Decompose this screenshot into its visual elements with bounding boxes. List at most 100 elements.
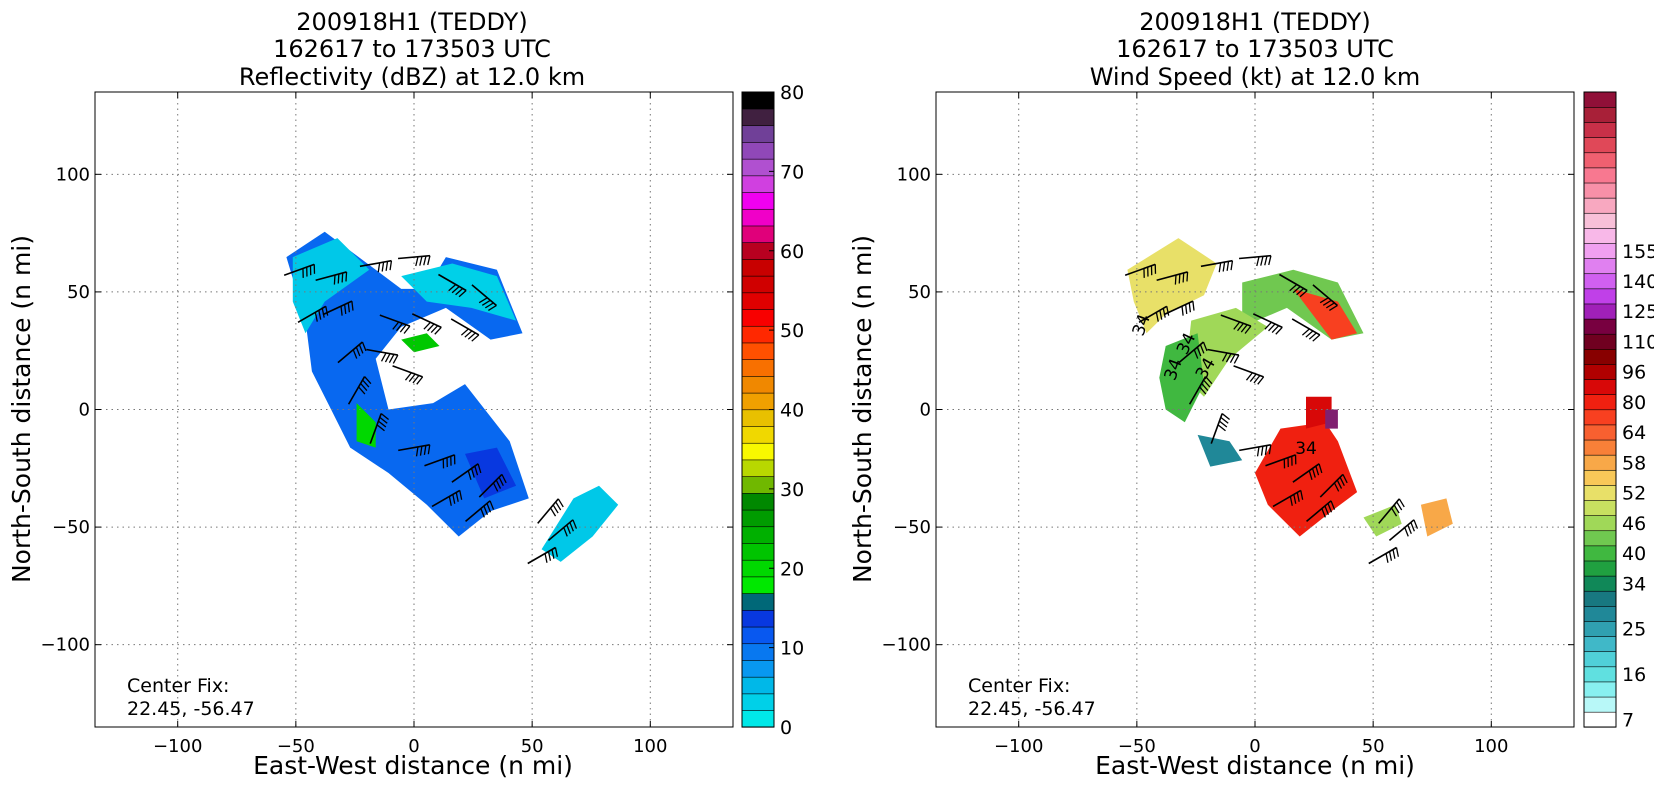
colorbar-tick-label: 46 — [1622, 513, 1646, 535]
wind-barb — [1163, 300, 1195, 316]
wind-barb-feather — [550, 507, 557, 517]
field-region — [541, 485, 619, 562]
wind-barb-feather — [306, 267, 308, 277]
field-region — [1127, 238, 1217, 334]
x-tick-label: −50 — [1118, 736, 1156, 757]
wind-barb-feather — [1159, 310, 1163, 320]
wind-barb-feather — [427, 323, 435, 332]
wind-barb-feather — [452, 494, 456, 504]
wind-barb-feather — [1245, 372, 1253, 381]
wind-barb — [424, 454, 456, 469]
y-tick-label: 0 — [79, 400, 90, 421]
x-axis-label: East-West distance (n mi) — [1095, 751, 1415, 780]
wind-barb-feather — [480, 508, 485, 518]
colorbar-swatch — [741, 392, 775, 411]
wind-barb-feather — [381, 262, 385, 272]
wind-barb-feather — [434, 326, 442, 335]
wind-barb-feather — [448, 496, 452, 506]
wind-barb-staff — [450, 318, 480, 336]
colorbar-swatch — [741, 258, 775, 277]
x-axis-label: East-West distance (n mi) — [253, 751, 573, 780]
wind-barb-feather — [1186, 271, 1189, 282]
colorbar-swatch — [1583, 333, 1617, 350]
colorbar-swatch — [1583, 454, 1617, 471]
x-tick-label: −100 — [153, 736, 202, 757]
wind-barb-feather — [352, 349, 358, 359]
wind-barb — [359, 259, 393, 273]
colorbar-swatch — [741, 359, 775, 377]
y-tick-label: 0 — [920, 400, 931, 421]
wind-barb-staff — [1220, 314, 1252, 327]
wind-barb — [392, 365, 424, 385]
wind-barb-feather — [392, 321, 400, 330]
colorbar-swatch — [741, 659, 775, 678]
wind-barb-feather — [446, 457, 448, 468]
wind-barb-feather — [380, 413, 390, 420]
wind-barb-feather — [345, 271, 348, 282]
colorbar-swatch — [741, 225, 775, 243]
wind-barb-staff — [1252, 313, 1283, 329]
wind-barb-feather — [423, 255, 427, 266]
wind-barb-feather — [1333, 482, 1340, 492]
colorbar-tick-label: 155 — [1622, 241, 1654, 263]
wind-barb-feather — [1294, 454, 1297, 465]
wind-barb-feather — [1221, 352, 1228, 362]
wind-barb-feather — [1342, 474, 1348, 484]
wind-barb-feather — [1225, 353, 1232, 363]
colorbar-swatch — [1583, 152, 1617, 169]
colorbar-swatch — [1583, 560, 1617, 577]
wind-barb-feather — [1396, 501, 1403, 511]
wind-barb-feather — [1260, 256, 1264, 266]
wind-barb-feather — [1315, 465, 1320, 476]
wind-barb-staff — [347, 376, 366, 405]
wind-barb — [379, 314, 411, 334]
x-tick-label: 100 — [633, 736, 667, 757]
wind-barb — [397, 254, 431, 267]
wind-barb-feather — [1221, 413, 1231, 420]
colorbar-tick-label: 40 — [1622, 543, 1646, 565]
wind-barb — [465, 500, 495, 522]
wind-barb-feather — [1260, 446, 1264, 456]
wind-barb-feather — [1311, 468, 1316, 478]
wind-barb — [1306, 500, 1336, 522]
wind-barb-feather — [1339, 476, 1345, 486]
colorbar-swatch — [1583, 439, 1617, 456]
wind-barb — [1265, 454, 1297, 469]
wind-barb-staff — [315, 271, 347, 282]
colorbar-swatch — [1583, 484, 1617, 501]
colorbar-swatch — [1583, 681, 1617, 698]
wind-barb — [527, 546, 558, 565]
wind-barb-feather — [450, 456, 452, 466]
wind-barb-feather — [362, 379, 370, 388]
wind-barb-feather — [377, 262, 381, 273]
wind-barbs — [1124, 254, 1419, 565]
x-tick-label: 0 — [1249, 736, 1260, 757]
wind-barb-feather — [388, 354, 395, 364]
wind-barb-staff — [1265, 454, 1296, 467]
wind-barb-feather — [1222, 262, 1226, 272]
panel-title-line-3: Reflectivity (dBZ) at 12.0 km — [239, 63, 585, 91]
field-region — [356, 403, 376, 448]
wind-barb-feather — [1150, 265, 1153, 276]
colorbar-swatch — [741, 476, 775, 494]
wind-barb-feather — [1413, 519, 1419, 529]
wind-barb-staff — [1319, 473, 1344, 498]
wind-barb-feather — [1391, 507, 1398, 517]
wind-barb — [1292, 463, 1323, 483]
colorbar-tick-label: 40 — [780, 400, 804, 422]
wind-barb-feather — [1296, 288, 1305, 296]
wind-barb-feather — [453, 454, 456, 465]
colorbar-swatch — [741, 91, 775, 110]
colorbar-swatch — [741, 141, 775, 160]
wind-barb-feather — [566, 524, 571, 535]
wind-barb-feather — [1154, 264, 1157, 274]
wind-barb-feather — [451, 286, 460, 294]
wind-barb-feather — [1182, 272, 1185, 283]
axis-ticks: −100 −50 0 50 100 −100 −50 0 50 100 — [41, 92, 733, 757]
wind-barb-feather — [1217, 424, 1226, 432]
wind-barb-feather — [1185, 304, 1188, 315]
colorbar-swatch — [1583, 545, 1617, 562]
wind-barb-staff — [1291, 318, 1321, 336]
colorbar-swatch — [741, 208, 775, 227]
wind-barb-staff — [1279, 273, 1308, 292]
